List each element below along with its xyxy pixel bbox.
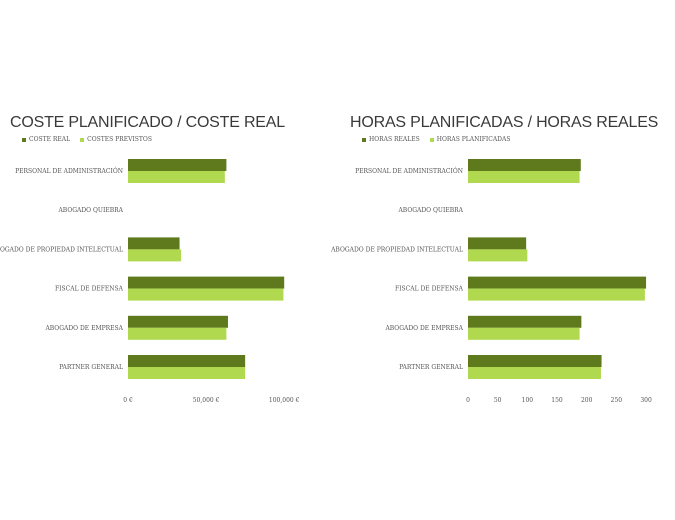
bar-actual bbox=[468, 237, 527, 250]
legend-item-actual-hours: HORAS REALES bbox=[362, 136, 420, 143]
legend-label: HORAS PLANIFICADAS bbox=[436, 136, 511, 143]
bar-planned bbox=[468, 249, 528, 262]
bar-actual bbox=[128, 355, 246, 367]
bar-planned bbox=[128, 171, 225, 183]
legend-swatch bbox=[80, 137, 85, 142]
legend-item-planned-hours: HORAS PLANIFICADAS bbox=[429, 136, 511, 143]
category-label: FISCAL DE DEFENSA bbox=[55, 286, 124, 293]
chart-plot-area: PERSONAL DE ADMINISTRACIÓN ABOGADO QUIEBR… bbox=[330, 159, 652, 404]
x-tick-label: 50 bbox=[494, 397, 502, 404]
x-tick-label: 100,000 € bbox=[269, 397, 300, 404]
x-tick-label: 250 bbox=[611, 397, 623, 404]
bar-actual bbox=[128, 159, 227, 171]
bar-actual bbox=[128, 237, 180, 250]
category-label: ABOGADO DE EMPRESA bbox=[44, 325, 123, 332]
x-tick-label: 0 € bbox=[123, 397, 133, 404]
x-tick-label: 200 bbox=[581, 397, 593, 404]
chart-title: COSTE PLANIFICADO / COSTE REAL bbox=[10, 114, 285, 131]
bar-planned bbox=[468, 367, 601, 379]
bar-planned bbox=[468, 288, 645, 301]
category-label: PERSONAL DE ADMINISTRACIÓN bbox=[355, 167, 463, 175]
legend-label: COSTE REAL bbox=[29, 136, 71, 143]
bar-planned bbox=[128, 367, 246, 379]
category-label: PERSONAL DE ADMINISTRACIÓN bbox=[15, 167, 123, 175]
bar-planned bbox=[128, 327, 227, 340]
category-label: FISCAL DE DEFENSA bbox=[395, 286, 464, 293]
bar-actual bbox=[468, 315, 582, 328]
bar-actual bbox=[468, 355, 602, 367]
category-label: ABOGADO DE PROPIEDAD INTELECTUAL bbox=[0, 246, 123, 253]
bar-planned bbox=[128, 288, 284, 301]
chart-legend: COSTE REAL COSTES PREVISTOS bbox=[22, 136, 152, 143]
cost-chart: COSTE PLANIFICADO / COSTE REAL COSTE REA… bbox=[0, 110, 338, 410]
hours-chart: HORAS PLANIFICADAS / HORAS REALES HORAS … bbox=[330, 110, 675, 410]
bar-actual bbox=[468, 276, 647, 289]
chart-plot-area: PERSONAL DE ADMINISTRACIÓN ABOGADO QUIEBR… bbox=[0, 159, 300, 404]
bar-actual bbox=[128, 276, 285, 289]
bar-actual bbox=[468, 159, 581, 171]
legend-item-planned-cost: COSTES PREVISTOS bbox=[80, 136, 152, 143]
bar-planned bbox=[468, 327, 580, 340]
x-tick-label: 150 bbox=[551, 397, 563, 404]
category-label: ABOGADO DE EMPRESA bbox=[384, 325, 463, 332]
legend-label: COSTES PREVISTOS bbox=[87, 136, 152, 143]
category-label: PARTNER GENERAL bbox=[399, 364, 463, 371]
chart-legend: HORAS REALES HORAS PLANIFICADAS bbox=[362, 136, 510, 143]
category-label: ABOGADO DE PROPIEDAD INTELECTUAL bbox=[330, 246, 463, 253]
legend-item-actual-cost: COSTE REAL bbox=[22, 136, 70, 143]
chart-title: HORAS PLANIFICADAS / HORAS REALES bbox=[350, 114, 659, 131]
legend-label: HORAS REALES bbox=[369, 136, 420, 143]
x-tick-label: 50,000 € bbox=[193, 397, 220, 404]
x-tick-label: 300 bbox=[640, 397, 652, 404]
category-label: ABOGADO QUIEBRA bbox=[397, 207, 463, 214]
legend-swatch bbox=[22, 137, 26, 142]
legend-swatch bbox=[429, 137, 434, 142]
legend-swatch bbox=[362, 137, 366, 142]
bar-planned bbox=[128, 249, 182, 262]
bar-actual bbox=[128, 315, 228, 328]
x-tick-label: 0 bbox=[466, 397, 470, 404]
x-tick-label: 100 bbox=[522, 397, 534, 404]
category-label: PARTNER GENERAL bbox=[59, 364, 123, 371]
category-label: ABOGADO QUIEBRA bbox=[57, 207, 123, 214]
bar-planned bbox=[468, 171, 580, 183]
